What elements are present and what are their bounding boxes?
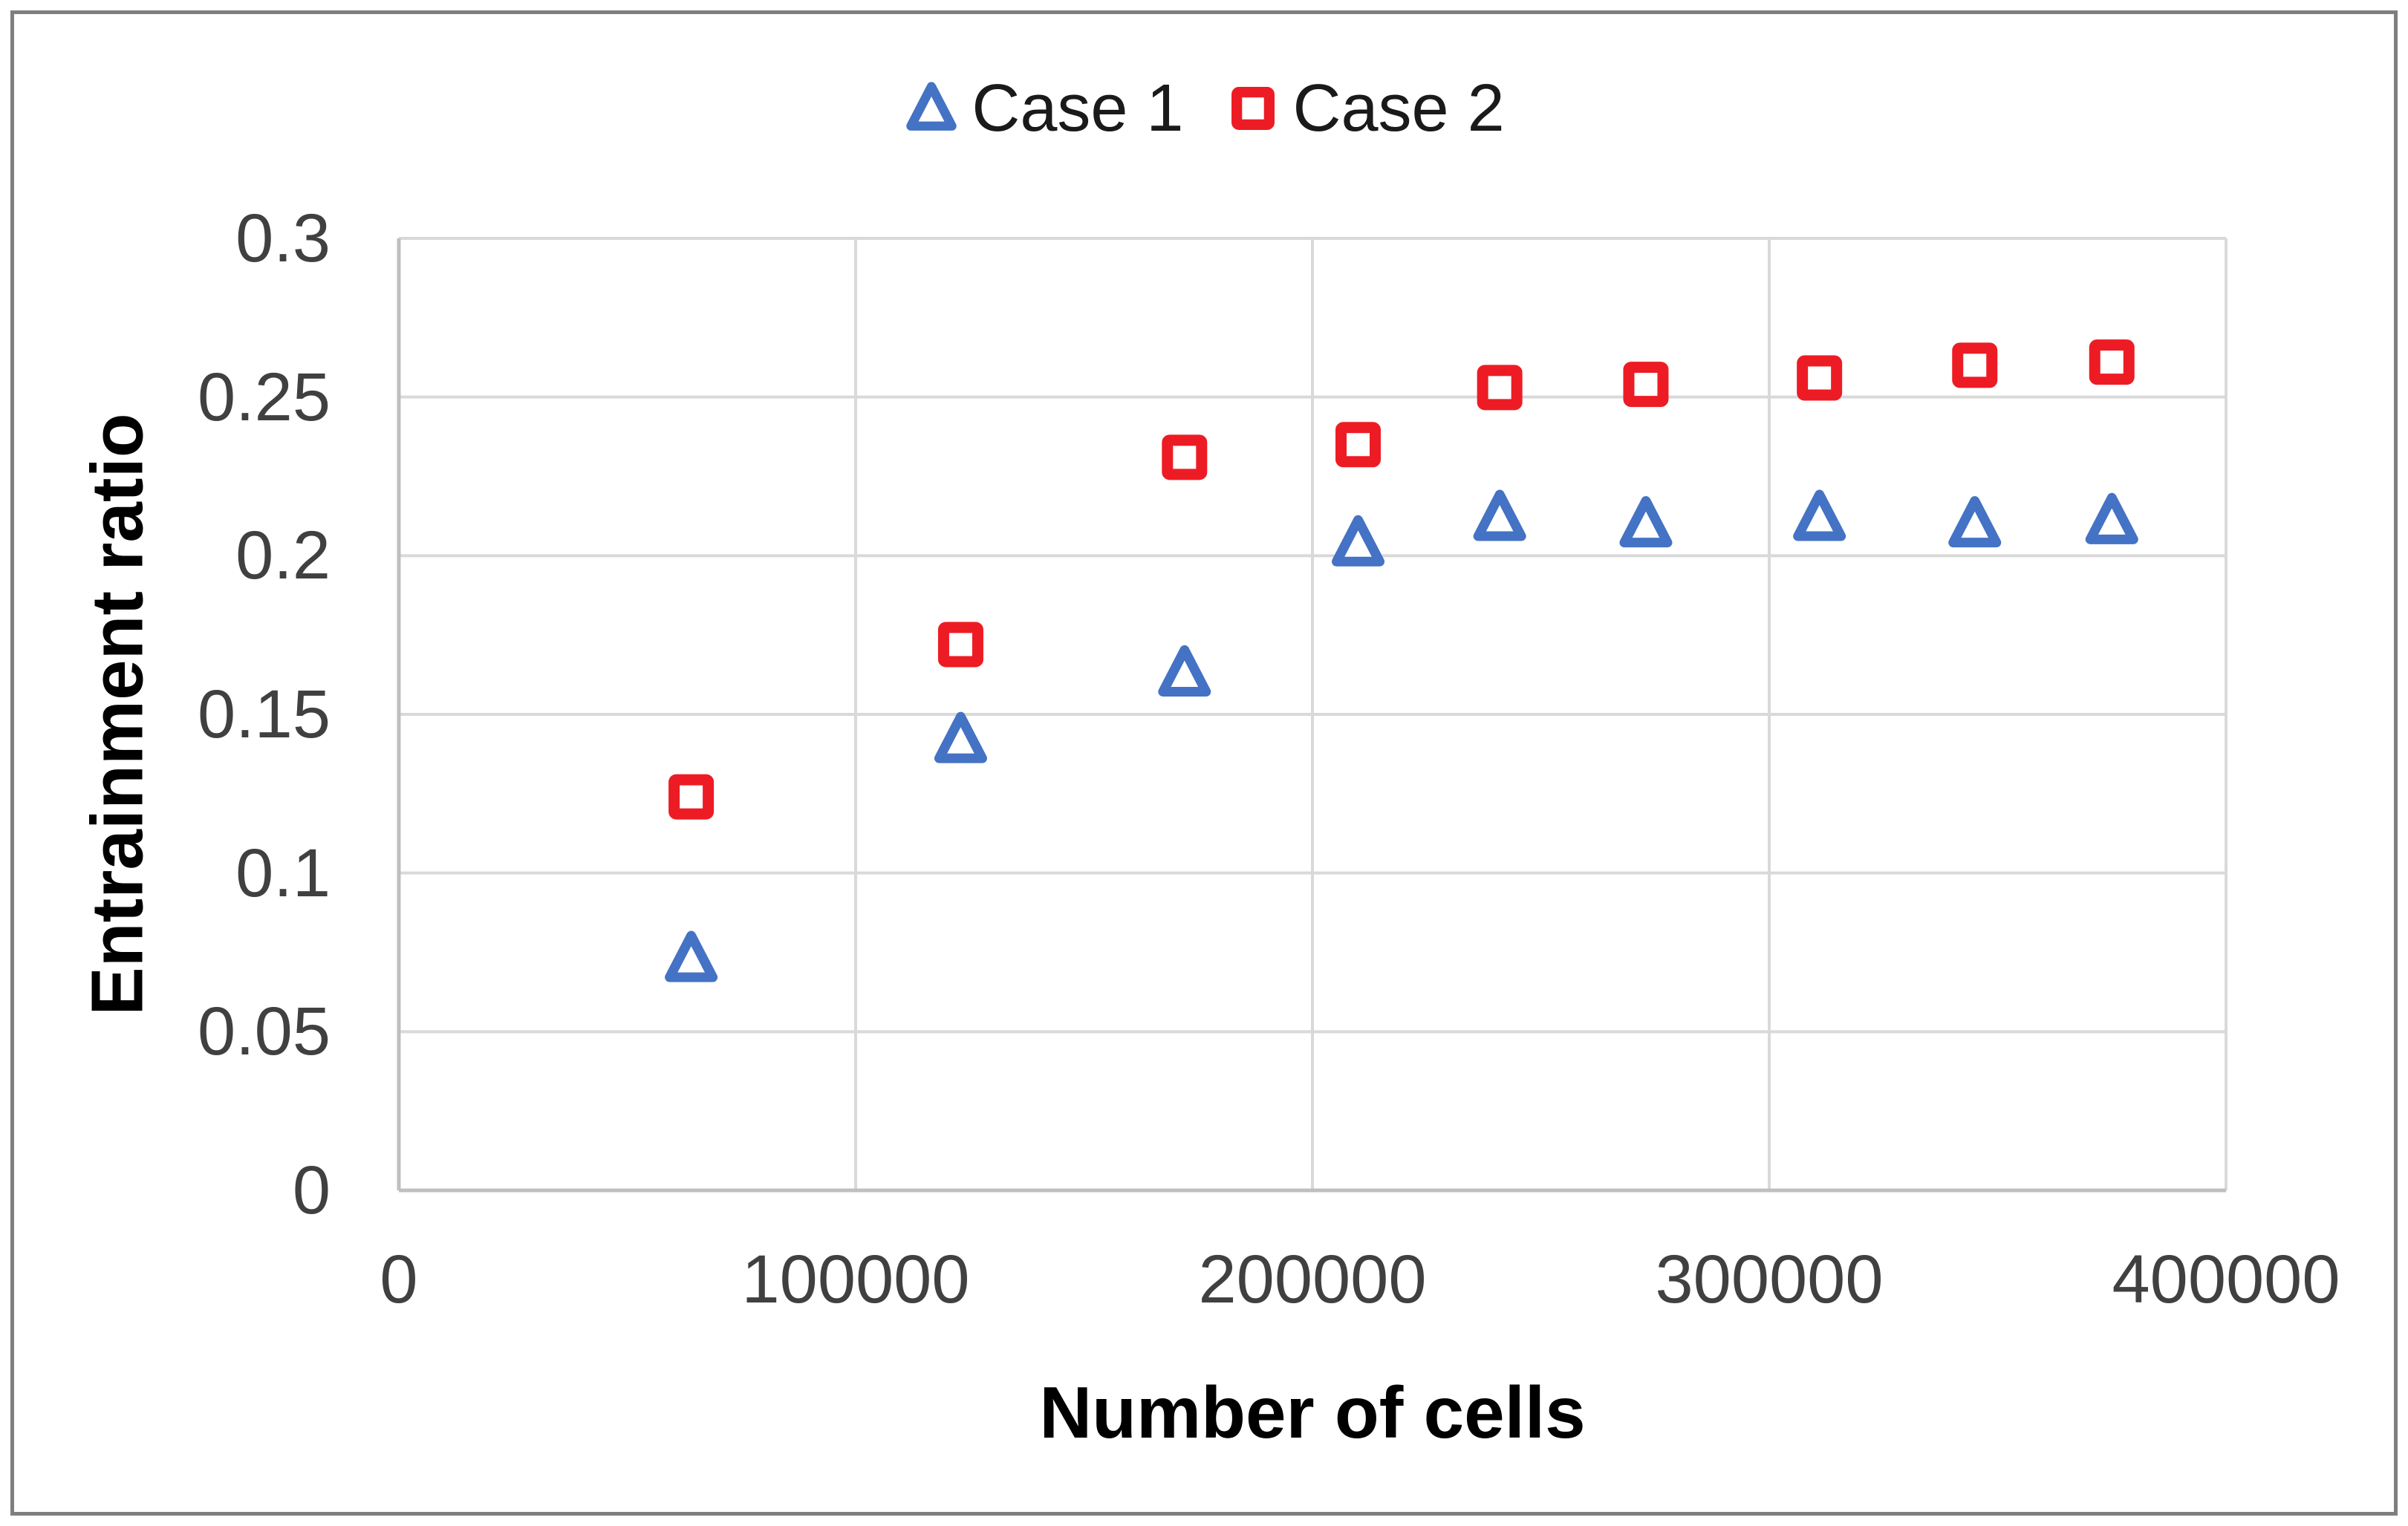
x-tick-label: 200000: [1198, 1242, 1427, 1317]
legend-label-case1: Case 1: [972, 71, 1184, 146]
chart-legend: Case 1 Case 2: [0, 71, 2408, 146]
case2-marker: [668, 774, 715, 820]
y-tick-label: 0.15: [197, 676, 331, 752]
case1-triangle-icon: [906, 82, 957, 131]
legend-item-case1: Case 1: [903, 71, 1184, 146]
y-tick-label: 0.05: [197, 994, 331, 1070]
x-tick-label: 0: [380, 1242, 418, 1317]
x-tick-label: 400000: [2112, 1242, 2340, 1317]
y-tick-label: 0.25: [197, 359, 331, 435]
x-tick-label: 300000: [1655, 1242, 1884, 1317]
case1-marker: [665, 930, 718, 982]
x-axis-title: Number of cells: [1039, 1372, 1586, 1453]
legend-item-case2: Case 2: [1225, 71, 1505, 146]
case2-marker: [1952, 342, 1998, 388]
case2-marker: [1797, 355, 1843, 401]
y-tick-label: 0.2: [235, 518, 331, 594]
case1-marker: [1473, 489, 1526, 541]
case1-marker: [1332, 515, 1384, 567]
case1-marker: [2085, 492, 2138, 544]
case1-marker: [1793, 489, 1846, 541]
case2-marker: [1335, 422, 1381, 468]
figure-frame: [10, 10, 2398, 1516]
case2-square-icon: [1231, 87, 1275, 130]
case1-marker: [934, 711, 987, 763]
case2-marker: [1162, 434, 1208, 480]
y-tick-label: 0: [292, 1152, 331, 1228]
plot-area: [397, 237, 2228, 1193]
case1-marker: [1158, 645, 1211, 697]
y-tick-label: 0.1: [235, 835, 331, 911]
case2-marker: [1477, 365, 1523, 411]
case1-marker: [1948, 496, 2002, 548]
x-tick-label: 100000: [741, 1242, 970, 1317]
case2-marker: [2089, 339, 2135, 385]
case2-marker: [937, 622, 983, 668]
legend-label-case2: Case 2: [1292, 71, 1505, 146]
case1-marker: [1619, 496, 1673, 548]
y-tick-label: 0.3: [235, 200, 331, 276]
case2-marker: [1623, 362, 1669, 408]
